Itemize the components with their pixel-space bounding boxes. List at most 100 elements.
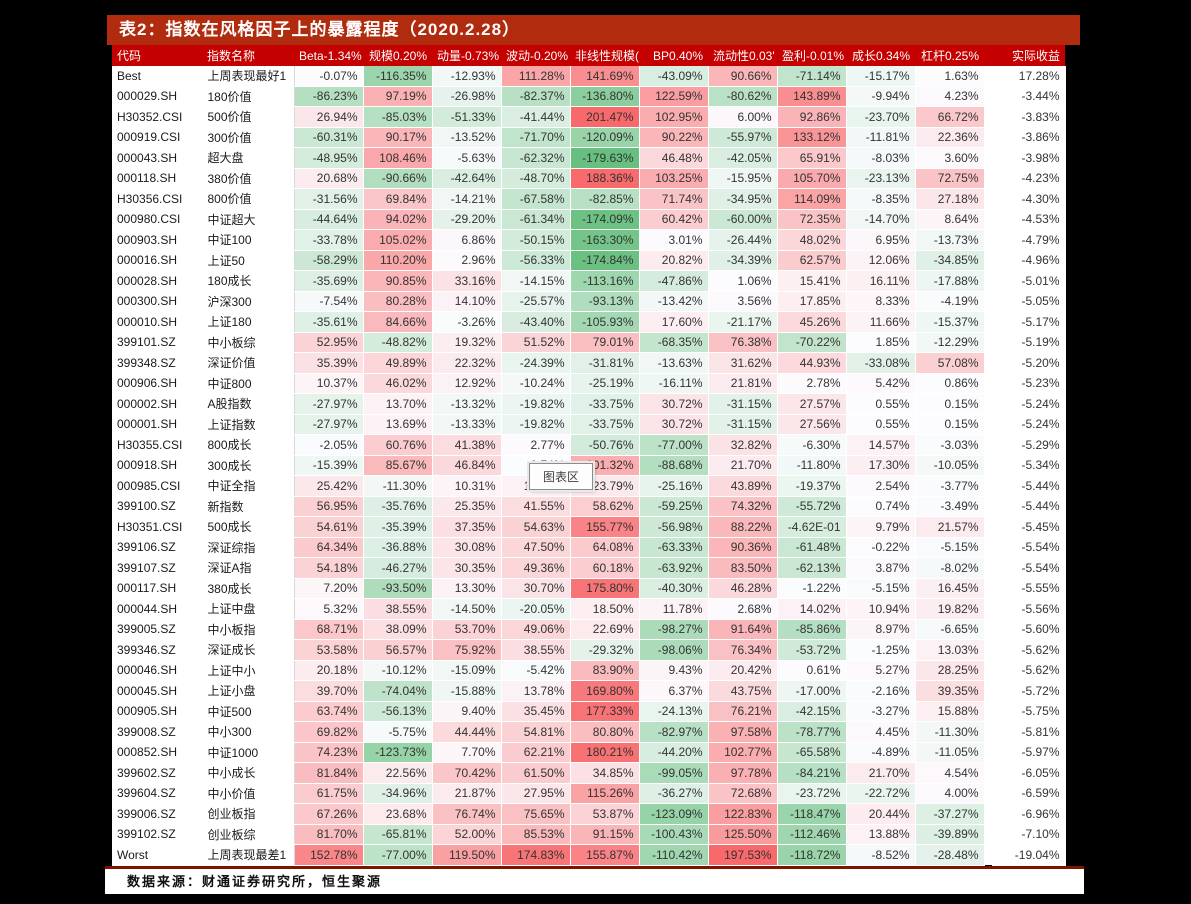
- index-code-cell[interactable]: H30356.CSI: [112, 188, 203, 210]
- factor-exposure-cell[interactable]: -48.70%: [501, 168, 571, 189]
- factor-exposure-cell[interactable]: 81.70%: [294, 824, 364, 845]
- actual-return-cell[interactable]: -5.72%: [992, 680, 1066, 702]
- factor-exposure-cell[interactable]: -14.70%: [846, 209, 916, 230]
- factor-exposure-cell[interactable]: 12.06%: [846, 250, 916, 271]
- actual-return-cell[interactable]: -4.79%: [992, 229, 1066, 251]
- index-name-cell[interactable]: 380价值: [202, 168, 295, 189]
- factor-exposure-cell[interactable]: -20.05%: [501, 598, 571, 620]
- factor-exposure-cell[interactable]: 85.67%: [363, 455, 433, 476]
- index-code-cell[interactable]: 000045.SH: [112, 680, 203, 702]
- factor-exposure-cell[interactable]: 54.81%: [501, 721, 571, 743]
- factor-exposure-cell[interactable]: 35.45%: [501, 701, 571, 722]
- factor-exposure-cell[interactable]: 64.08%: [570, 537, 640, 558]
- index-code-cell[interactable]: 399101.SZ: [112, 332, 203, 353]
- factor-exposure-cell[interactable]: -8.35%: [846, 188, 916, 210]
- factor-exposure-cell[interactable]: -35.39%: [363, 516, 433, 538]
- factor-exposure-cell[interactable]: 1.63%: [915, 66, 985, 87]
- index-code-cell[interactable]: 000046.SH: [112, 660, 203, 681]
- index-code-cell[interactable]: Best: [112, 66, 203, 87]
- factor-exposure-cell[interactable]: 28.25%: [915, 660, 985, 681]
- factor-exposure-cell[interactable]: -13.33%: [432, 414, 502, 435]
- factor-exposure-cell[interactable]: 20.42%: [708, 660, 778, 681]
- index-code-cell[interactable]: 399106.SZ: [112, 537, 203, 558]
- factor-exposure-cell[interactable]: -80.62%: [708, 86, 778, 107]
- actual-return-cell[interactable]: -6.05%: [992, 762, 1066, 784]
- factor-exposure-cell[interactable]: 102.95%: [639, 106, 709, 128]
- factor-exposure-cell[interactable]: -8.03%: [846, 147, 916, 169]
- actual-return-cell[interactable]: -7.10%: [992, 824, 1066, 845]
- factor-exposure-cell[interactable]: -58.29%: [294, 250, 364, 271]
- factor-exposure-cell[interactable]: -99.05%: [639, 762, 709, 784]
- factor-exposure-cell[interactable]: 21.87%: [432, 783, 502, 804]
- factor-exposure-cell[interactable]: 4.45%: [846, 721, 916, 743]
- factor-exposure-cell[interactable]: -44.64%: [294, 209, 364, 230]
- factor-exposure-cell[interactable]: 105.02%: [363, 229, 433, 251]
- factor-exposure-cell[interactable]: 21.70%: [846, 762, 916, 784]
- factor-exposure-cell[interactable]: -77.00%: [639, 434, 709, 456]
- factor-exposure-cell[interactable]: -86.23%: [294, 86, 364, 107]
- factor-exposure-cell[interactable]: -16.11%: [639, 373, 709, 394]
- factor-exposure-cell[interactable]: -2.05%: [294, 434, 364, 456]
- factor-exposure-cell[interactable]: -105.93%: [570, 311, 640, 333]
- factor-exposure-cell[interactable]: 85.53%: [501, 824, 571, 845]
- factor-exposure-cell[interactable]: -3.03%: [915, 434, 985, 456]
- factor-exposure-cell[interactable]: 10.37%: [294, 373, 364, 394]
- actual-return-cell[interactable]: -3.44%: [992, 86, 1066, 107]
- factor-exposure-cell[interactable]: 35.39%: [294, 352, 364, 374]
- factor-exposure-cell[interactable]: 46.84%: [432, 455, 502, 476]
- factor-exposure-cell[interactable]: 88.22%: [708, 516, 778, 538]
- index-code-cell[interactable]: 000002.SH: [112, 393, 203, 415]
- factor-exposure-cell[interactable]: 41.38%: [432, 434, 502, 456]
- factor-exposure-cell[interactable]: 17.85%: [777, 291, 847, 312]
- factor-exposure-cell[interactable]: 6.95%: [846, 229, 916, 251]
- factor-exposure-cell[interactable]: 0.74%: [846, 496, 916, 517]
- factor-exposure-cell[interactable]: -113.16%: [570, 270, 640, 292]
- factor-exposure-cell[interactable]: 90.66%: [708, 66, 778, 87]
- factor-exposure-cell[interactable]: -5.15%: [846, 578, 916, 599]
- index-code-cell[interactable]: 399005.SZ: [112, 619, 203, 640]
- factor-exposure-cell[interactable]: -11.30%: [915, 721, 985, 743]
- index-name-cell[interactable]: 800成长: [202, 434, 295, 456]
- index-name-cell[interactable]: 上证小盘: [202, 680, 295, 702]
- index-code-cell[interactable]: 399107.SZ: [112, 557, 203, 579]
- factor-exposure-cell[interactable]: -21.17%: [708, 311, 778, 333]
- factor-exposure-cell[interactable]: 76.74%: [432, 803, 502, 825]
- factor-exposure-cell[interactable]: -90.66%: [363, 168, 433, 189]
- factor-exposure-cell[interactable]: -118.47%: [777, 803, 847, 825]
- factor-exposure-cell[interactable]: 69.82%: [294, 721, 364, 743]
- actual-return-cell[interactable]: -6.96%: [992, 803, 1066, 825]
- actual-return-cell[interactable]: -5.19%: [992, 332, 1066, 353]
- factor-exposure-cell[interactable]: -63.92%: [639, 557, 709, 579]
- factor-exposure-cell[interactable]: -82.85%: [570, 188, 640, 210]
- factor-exposure-cell[interactable]: 11.66%: [846, 311, 916, 333]
- index-name-cell[interactable]: 创业板指: [202, 803, 295, 825]
- actual-return-cell[interactable]: -5.17%: [992, 311, 1066, 333]
- factor-exposure-cell[interactable]: -11.30%: [363, 475, 433, 497]
- factor-exposure-cell[interactable]: -98.27%: [639, 619, 709, 640]
- factor-exposure-cell[interactable]: 20.82%: [639, 250, 709, 271]
- factor-exposure-cell[interactable]: 23.68%: [363, 803, 433, 825]
- actual-return-cell[interactable]: -3.86%: [992, 127, 1066, 148]
- factor-exposure-cell[interactable]: 5.27%: [846, 660, 916, 681]
- factor-exposure-cell[interactable]: -88.68%: [639, 455, 709, 476]
- factor-exposure-cell[interactable]: 81.84%: [294, 762, 364, 784]
- factor-exposure-cell[interactable]: -56.98%: [639, 516, 709, 538]
- index-code-cell[interactable]: 399346.SZ: [112, 639, 203, 661]
- factor-exposure-cell[interactable]: 75.65%: [501, 803, 571, 825]
- factor-exposure-cell[interactable]: 56.57%: [363, 639, 433, 661]
- factor-exposure-cell[interactable]: -41.44%: [501, 106, 571, 128]
- actual-return-cell[interactable]: -5.55%: [992, 578, 1066, 599]
- factor-exposure-cell[interactable]: -40.30%: [639, 578, 709, 599]
- factor-exposure-cell[interactable]: -25.16%: [639, 475, 709, 497]
- index-name-cell[interactable]: 800价值: [202, 188, 295, 210]
- factor-exposure-cell[interactable]: 122.83%: [708, 803, 778, 825]
- actual-return-cell[interactable]: -19.04%: [992, 844, 1066, 866]
- factor-exposure-cell[interactable]: 4.54%: [915, 762, 985, 784]
- factor-exposure-cell[interactable]: 5.42%: [846, 373, 916, 394]
- column-header[interactable]: 代码: [112, 45, 202, 66]
- factor-exposure-cell[interactable]: 39.35%: [915, 680, 985, 702]
- factor-exposure-cell[interactable]: -23.13%: [846, 168, 916, 189]
- index-code-cell[interactable]: 000044.SH: [112, 598, 203, 620]
- index-code-cell[interactable]: 000010.SH: [112, 311, 203, 333]
- index-name-cell[interactable]: 500价值: [202, 106, 295, 128]
